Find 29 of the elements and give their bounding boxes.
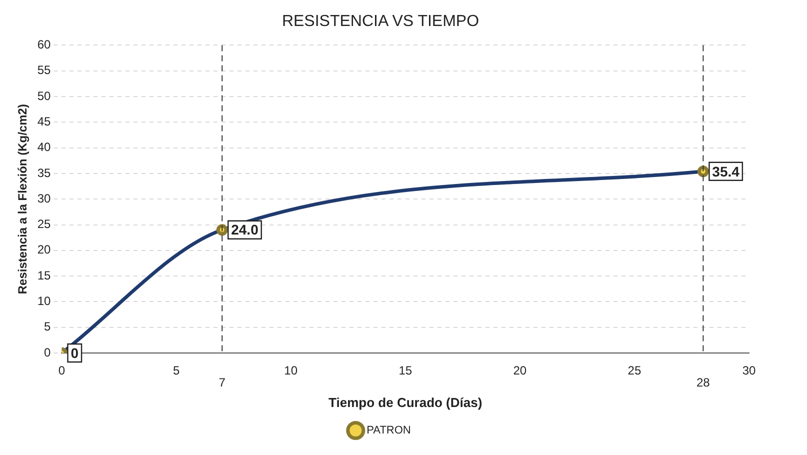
y-tick-label: 15 xyxy=(37,268,52,282)
y-tick-label: 5 xyxy=(44,320,52,334)
y-tick-label: 25 xyxy=(37,217,52,232)
ref-line-label: 7 xyxy=(218,375,226,390)
y-tick-label: 0 xyxy=(44,345,52,360)
legend-label: PATRON xyxy=(366,424,411,437)
x-tick-label: 5 xyxy=(172,364,180,378)
y-axis-title: Resistencia a la Flexión (Kg/cm2) xyxy=(16,104,30,294)
x-tick-label: 20 xyxy=(513,364,527,378)
x-tick-label: 0 xyxy=(58,364,66,378)
y-tick-label: 40 xyxy=(37,140,52,154)
x-tick-label: 15 xyxy=(398,364,412,378)
data-label: 0 xyxy=(70,344,79,361)
y-tick-label: 45 xyxy=(37,114,52,128)
y-tick-label: 35 xyxy=(37,166,52,180)
y-tick-label: 50 xyxy=(37,88,52,103)
chart-title: RESISTENCIA VS TIEMPO xyxy=(282,13,480,30)
x-tick-label: 10 xyxy=(284,364,298,378)
y-tick-label: 60 xyxy=(37,38,52,52)
x-tick-label: 25 xyxy=(628,364,642,378)
y-tick-label: 10 xyxy=(37,294,52,308)
y-tick-label: 30 xyxy=(37,191,52,206)
y-tick-label: 55 xyxy=(37,63,52,78)
ref-line-label: 28 xyxy=(696,375,710,390)
data-label: 35.4 xyxy=(712,163,740,180)
y-tick-label: 20 xyxy=(37,242,52,257)
data-label: 24.0 xyxy=(231,222,259,238)
x-tick-label: 30 xyxy=(742,364,756,378)
x-axis-title: Tiempo de Curado (Días) xyxy=(328,394,482,410)
